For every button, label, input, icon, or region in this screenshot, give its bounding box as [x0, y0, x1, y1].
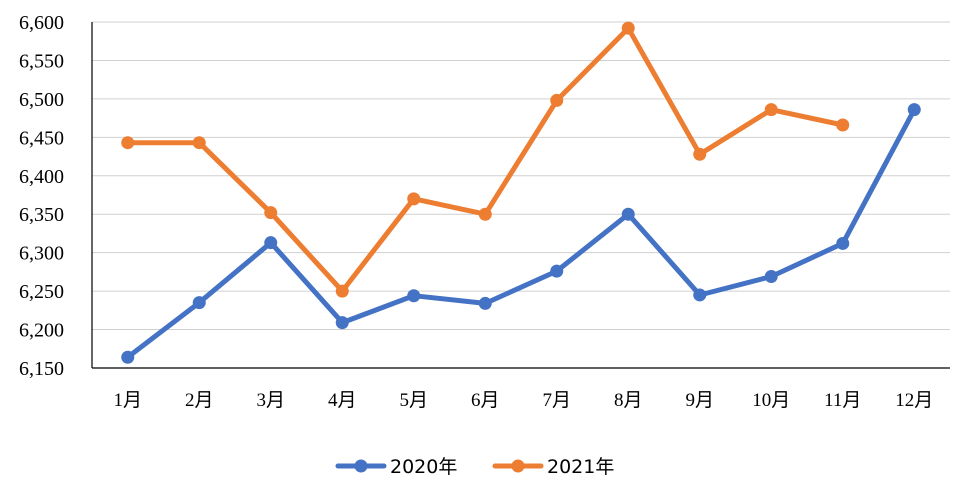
- series-2-point: [693, 147, 707, 161]
- x-tick-label: 5月: [399, 390, 428, 411]
- series-2-point: [764, 103, 778, 117]
- x-tick-label: 10月: [752, 390, 790, 411]
- y-tick-label: 6,600: [19, 12, 64, 34]
- y-axis-tick-labels: 6,150 6,200 6,250 6,300 6,350 6,400 6,450 6,500…: [19, 12, 64, 380]
- series-line-1: [125, 107, 917, 360]
- y-tick-label: 6,550: [19, 50, 64, 72]
- series-1-point: [407, 289, 421, 303]
- x-tick-label: 7月: [542, 390, 571, 411]
- x-tick-label: 2月: [185, 390, 214, 411]
- x-tick-label: 12月: [895, 390, 933, 411]
- y-tick-label: 6,300: [19, 243, 64, 265]
- series-2-point: [836, 118, 850, 132]
- series-1-point: [693, 288, 707, 302]
- series-2-point: [478, 207, 492, 221]
- series-2-point: [407, 192, 421, 206]
- series-1-point: [764, 270, 778, 284]
- axes: [91, 22, 950, 369]
- series-line-2: [125, 25, 846, 294]
- series-1-point: [836, 236, 850, 250]
- legend: 2020年 2021年: [335, 456, 614, 478]
- x-tick-label: 6月: [471, 390, 500, 411]
- series-1-point: [264, 236, 278, 250]
- series-2-point: [335, 284, 349, 298]
- series-1-point: [907, 103, 921, 117]
- legend-label: 2020年: [390, 456, 457, 478]
- series-1-point: [621, 207, 635, 221]
- y-tick-label: 6,250: [19, 281, 64, 303]
- x-tick-label: 9月: [685, 390, 714, 411]
- y-tick-label: 6,350: [19, 204, 64, 226]
- series-2-point: [192, 136, 206, 150]
- y-tick-label: 6,150: [19, 358, 64, 380]
- y-tick-label: 6,400: [19, 166, 64, 188]
- series-2-point: [621, 21, 635, 35]
- series-1-point: [192, 296, 206, 310]
- plot-series: [121, 21, 921, 364]
- x-tick-label: 8月: [614, 390, 643, 411]
- x-tick-label: 1月: [113, 390, 142, 411]
- series-1-point: [335, 316, 349, 330]
- x-axis-tick-labels: 1月 2月 3月 4月 5月 6月 7月 8月 9月 10月 11月 12月: [113, 390, 933, 411]
- x-tick-label: 4月: [328, 390, 357, 411]
- y-tick-label: 6,450: [19, 127, 64, 149]
- series-2-point: [264, 206, 278, 220]
- series-1-point: [550, 264, 564, 278]
- x-tick-label: 11月: [824, 390, 861, 411]
- y-tick-label: 6,500: [19, 89, 64, 111]
- x-tick-label: 3月: [256, 390, 285, 411]
- series-1-point: [478, 296, 492, 310]
- series-2-point: [550, 93, 564, 107]
- series-1-point: [121, 350, 135, 364]
- legend-swatch-marker: [354, 459, 368, 473]
- legend-swatch-marker: [511, 459, 525, 473]
- legend-label: 2021年: [547, 456, 614, 478]
- y-tick-label: 6,200: [19, 320, 64, 342]
- series-2-point: [121, 136, 135, 150]
